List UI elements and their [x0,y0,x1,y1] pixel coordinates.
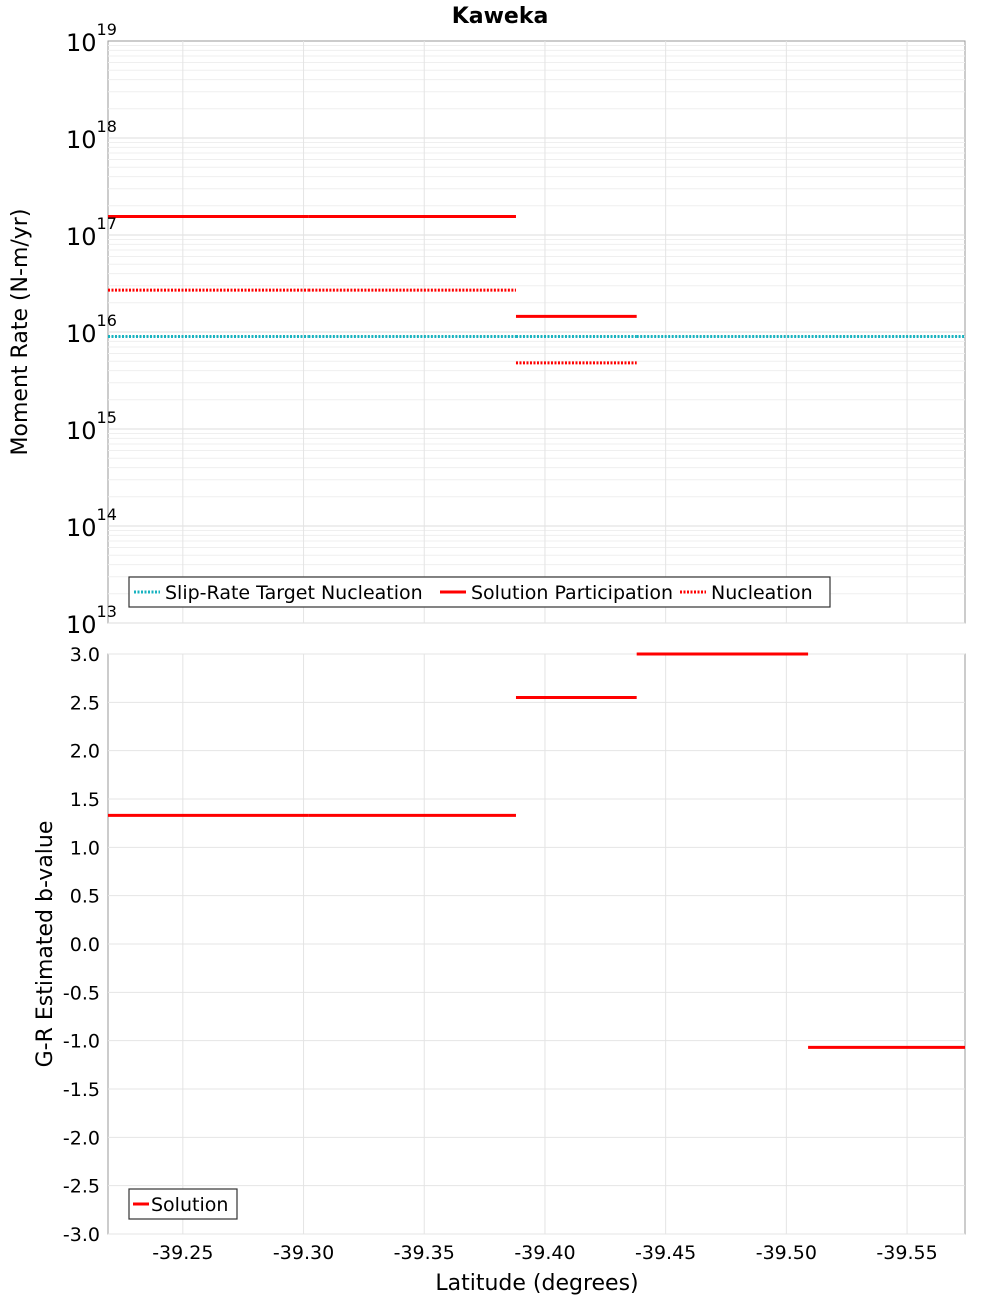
x-tick-label: -39.40 [514,1242,575,1264]
legend-label-solution: Solution [151,1194,228,1216]
legend-label-2: Nucleation [711,582,813,604]
bottom-y-tick-label: 1.0 [70,837,100,859]
bottom-y-tick-label: 3.0 [70,644,100,666]
x-tick-label: -39.35 [394,1242,455,1264]
bottom-y-tick-label: -3.0 [63,1224,100,1246]
bottom-y-ticks: 3.0 2.5 2.0 1.5 1.0 0.5 0.0 -0.5 -1.0 -1.5 -2.0 -2.… [63,644,100,1246]
bottom-y-tick-label: -0.5 [63,982,100,1004]
top-y-axis-label: Moment Rate (N-m/yr) [8,209,33,456]
tick-base: 10 [66,126,97,154]
bottom-y-tick-label: -2.0 [63,1127,100,1149]
bottom-y-tick-label: -1.5 [63,1079,100,1101]
bottom-y-tick-label: -1.0 [63,1031,100,1053]
tick-base: 10 [66,514,97,542]
bottom-y-tick-label: 0.5 [70,886,100,908]
top-legend-box [128,576,831,608]
x-tick-label: -39.50 [756,1242,817,1264]
bottom-y-tick-label: -2.5 [63,1176,100,1198]
legend-label-0: Slip-Rate Target Nucleation [165,582,423,604]
b-value-panel: 3.0 2.5 2.0 1.5 1.0 0.5 0.0 -0.5 -1.0 -1.5 -2.0 -2.… [33,644,966,1296]
bottom-legend: Solution [128,1188,238,1220]
tick-base: 10 [66,417,97,445]
tick-base: 10 [66,29,97,57]
bottom-x-ticks: -39.25 -39.30 -39.35 -39.40 -39.45 -39.50 -39.… [152,1242,937,1264]
x-axis-label: Latitude (degrees) [435,1271,638,1296]
tick-exponent: 17 [97,214,117,233]
chart-title: Kaweka [452,4,549,29]
bottom-y-axis-label: G-R Estimated b-value [33,821,58,1068]
top-series [108,215,965,365]
x-tick-label: -39.55 [876,1242,937,1264]
top-y-tick-label: 1013 [66,602,117,639]
legend-label-1: Solution Participation [471,582,673,604]
top-legend: Slip-Rate Target Nucleation Solution Part… [128,576,831,608]
x-tick-label: -39.45 [635,1242,696,1264]
x-tick-label: -39.30 [273,1242,334,1264]
tick-exponent: 14 [97,505,117,524]
tick-exponent: 18 [97,117,117,136]
bottom-y-tick-label: 0.0 [70,934,100,956]
top-grid [108,41,965,624]
tick-exponent: 19 [97,20,117,39]
x-tick-label: -39.25 [152,1242,213,1264]
bottom-y-tick-label: 2.5 [70,692,100,714]
tick-base: 10 [66,223,97,251]
top-y-tick-label: 1017 [66,214,117,251]
tick-exponent: 13 [97,602,117,621]
top-y-tick-label: 1016 [66,311,117,348]
top-y-tick-label: 1019 [66,20,117,57]
tick-base: 10 [66,611,97,639]
bottom-y-tick-label: 2.0 [70,741,100,763]
top-y-tick-label: 1015 [66,408,117,445]
top-y-tick-label: 1018 [66,117,117,154]
top-y-tick-label: 1014 [66,505,117,542]
tick-base: 10 [66,320,97,348]
bottom-y-tick-label: 1.5 [70,789,100,811]
bottom-series [108,652,965,1049]
bottom-grid [108,653,965,1235]
tick-exponent: 15 [97,408,117,427]
tick-exponent: 16 [97,311,117,330]
